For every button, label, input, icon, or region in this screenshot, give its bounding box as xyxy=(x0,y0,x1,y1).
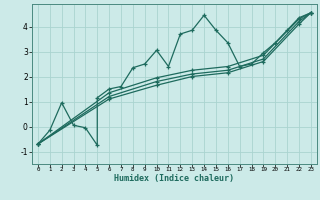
X-axis label: Humidex (Indice chaleur): Humidex (Indice chaleur) xyxy=(115,174,234,183)
